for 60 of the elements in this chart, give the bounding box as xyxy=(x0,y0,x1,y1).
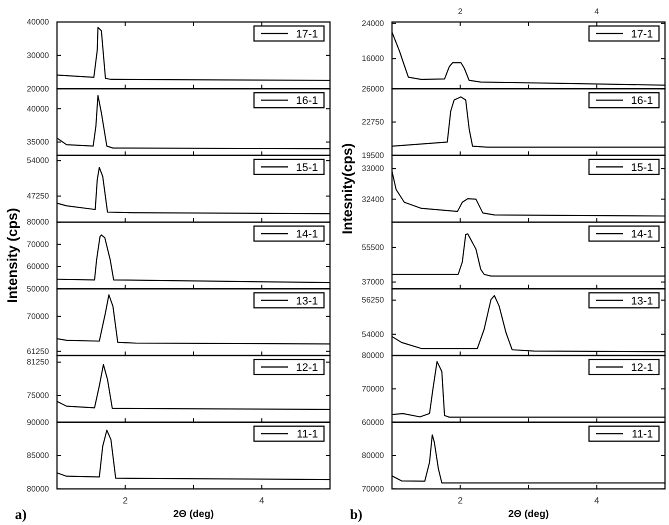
y-axis-title: Intensity (cps) xyxy=(4,208,20,303)
y-tick-label: 60000 xyxy=(362,418,385,427)
y-axis-title: Intesnity(cps) xyxy=(339,143,355,234)
x2-tick-label: 4 xyxy=(594,7,600,16)
y-tick-label: 54000 xyxy=(362,330,385,339)
y-tick-label: 54000 xyxy=(26,156,50,166)
y-tick-label: 47250 xyxy=(26,192,50,201)
x-tick-label: 4 xyxy=(594,495,600,506)
y-tick-label: 40000 xyxy=(26,104,50,114)
y-tick-label: 22750 xyxy=(362,118,385,127)
y-tick-label: 16000 xyxy=(362,54,385,64)
legend-label: 13-1 xyxy=(630,295,653,308)
y-tick-label: 26000 xyxy=(362,84,385,94)
y-tick-label: 40000 xyxy=(26,18,50,27)
legend-label: 17-1 xyxy=(296,28,318,40)
x-tick-label: 2 xyxy=(122,495,128,506)
y-tick-label: 32400 xyxy=(362,194,385,204)
legend-label: 16-1 xyxy=(630,95,653,108)
legend-label: 12-1 xyxy=(630,362,653,374)
y-tick-label: 50000 xyxy=(26,284,50,294)
y-tick-label: 75000 xyxy=(26,391,50,400)
legend-label: 15-1 xyxy=(630,162,653,174)
y-tick-label: 70000 xyxy=(362,484,385,494)
x-axis-title: 2Θ (deg) xyxy=(173,508,214,520)
y-tick-label: 81250 xyxy=(26,358,50,367)
y-tick-label: 80000 xyxy=(26,218,50,227)
y-tick-label: 85000 xyxy=(26,451,50,460)
legend-label: 15-1 xyxy=(296,162,318,174)
y-tick-label: 19500 xyxy=(362,150,385,160)
legend-label: 11-1 xyxy=(296,428,318,441)
legend-label: 11-1 xyxy=(632,428,653,441)
text: a) xyxy=(15,508,27,523)
legend-label: 14-1 xyxy=(296,228,318,241)
y-tick-label: 80000 xyxy=(26,484,50,494)
y-tick-label: 24000 xyxy=(362,18,385,28)
legend-label: 13-1 xyxy=(296,295,318,308)
y-tick-label: 20000 xyxy=(26,84,50,94)
y-tick-label: 70000 xyxy=(26,312,50,321)
y-tick-label: 60000 xyxy=(26,262,50,272)
y-tick-label: 61250 xyxy=(26,346,50,356)
legend-label: 17-1 xyxy=(630,28,653,40)
x2-tick-label: 2 xyxy=(458,7,464,16)
y-tick-label: 80000 xyxy=(362,351,385,360)
legend-label: 12-1 xyxy=(296,362,318,374)
y-tick-label: 90000 xyxy=(26,418,50,427)
text: b) xyxy=(350,508,363,523)
x-axis-title: 2Θ (deg) xyxy=(508,508,549,520)
y-tick-label: 37000 xyxy=(362,278,385,287)
y-tick-label: 30000 xyxy=(26,50,50,60)
y-tick-label: 70000 xyxy=(362,384,385,394)
y-tick-label: 33000 xyxy=(362,164,385,174)
y-tick-label: 80000 xyxy=(362,451,385,460)
y-tick-label: 55500 xyxy=(362,242,385,252)
x-tick-label: 4 xyxy=(259,495,264,506)
legend-label: 16-1 xyxy=(296,95,318,108)
y-tick-label: 35000 xyxy=(26,138,50,147)
y-tick-label: 70000 xyxy=(26,240,50,249)
y-tick-label: 56250 xyxy=(362,296,385,305)
x-tick-label: 2 xyxy=(458,495,463,506)
legend-label: 14-1 xyxy=(630,228,653,241)
